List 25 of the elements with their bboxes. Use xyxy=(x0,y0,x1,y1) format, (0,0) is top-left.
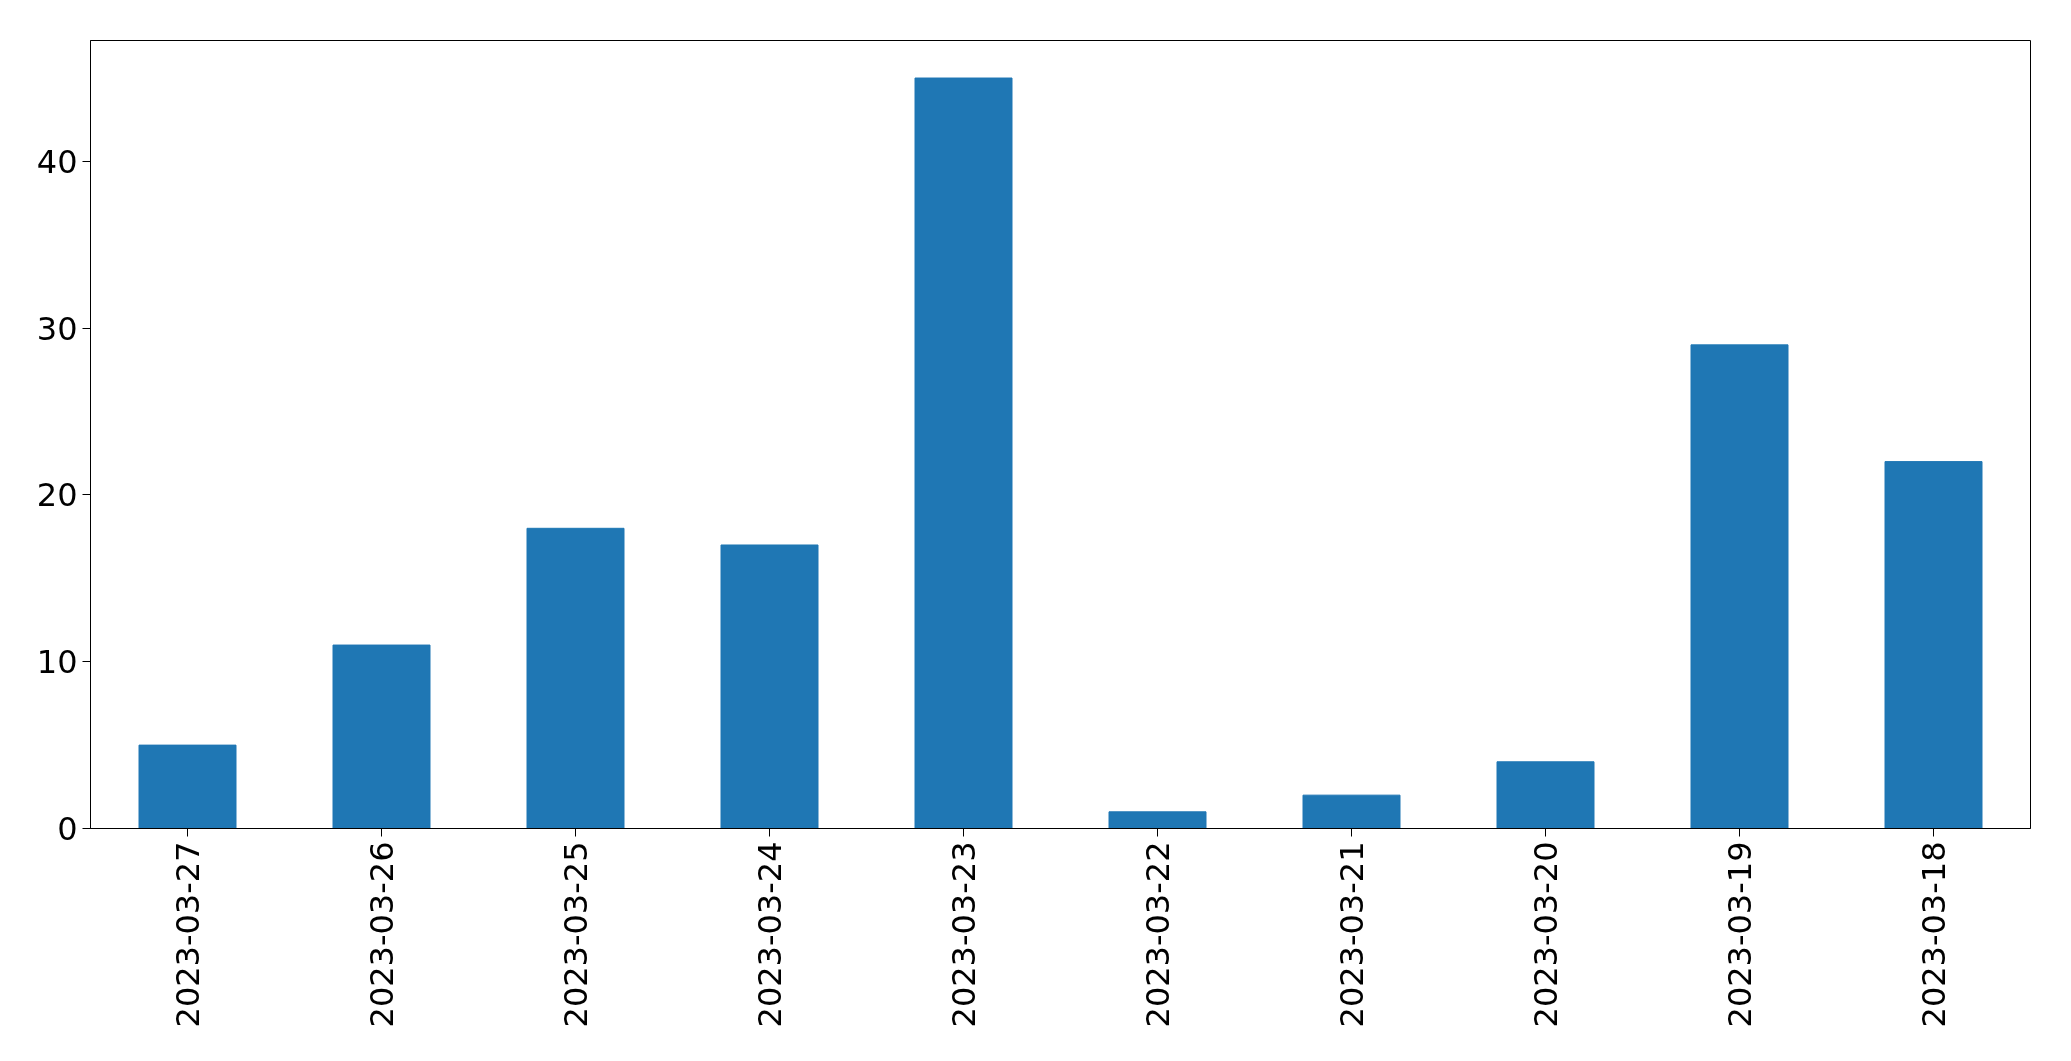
bar xyxy=(1496,761,1595,829)
x-tick-label: 2023-03-25 xyxy=(557,841,595,1028)
y-tick-label: 10 xyxy=(36,643,78,682)
bar xyxy=(526,527,625,829)
bar xyxy=(720,544,819,829)
x-tick-label: 2023-03-24 xyxy=(751,841,789,1028)
x-tick-label: 2023-03-20 xyxy=(1527,841,1565,1028)
bar xyxy=(1108,811,1207,829)
x-tick-label: 2023-03-27 xyxy=(169,841,207,1028)
bar xyxy=(1302,794,1401,829)
y-tick-label: 0 xyxy=(57,810,78,848)
bar xyxy=(1690,344,1789,829)
x-tick-label: 2023-03-19 xyxy=(1721,841,1759,1028)
bar xyxy=(332,644,431,829)
x-tick-label: 2023-03-18 xyxy=(1915,841,1953,1028)
x-tick-label: 2023-03-21 xyxy=(1333,841,1371,1028)
x-tick-label: 2023-03-23 xyxy=(945,841,983,1028)
y-tick-label: 30 xyxy=(36,309,78,348)
bar xyxy=(914,77,1013,829)
x-tick-label: 2023-03-26 xyxy=(363,841,401,1028)
y-tick-label: 20 xyxy=(36,476,78,515)
bar xyxy=(1884,461,1983,829)
bar xyxy=(138,744,237,829)
y-tick-label: 40 xyxy=(36,142,78,181)
x-tick-label: 2023-03-22 xyxy=(1139,841,1177,1028)
